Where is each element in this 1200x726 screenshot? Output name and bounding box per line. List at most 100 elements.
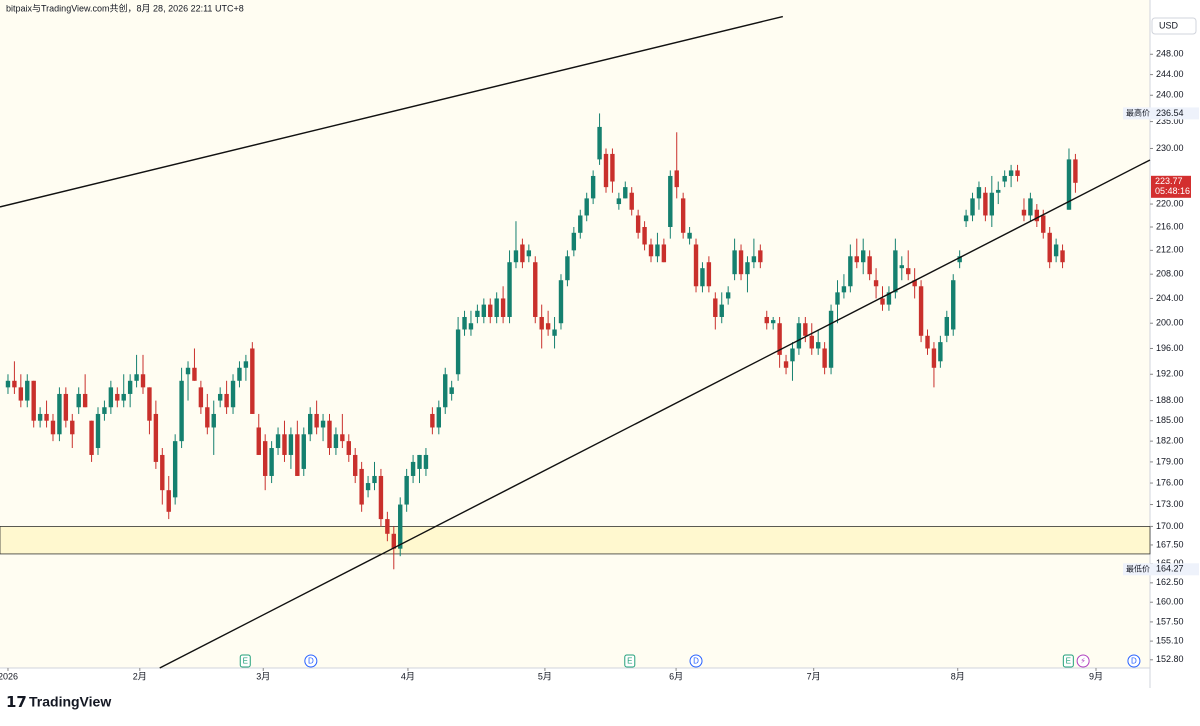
candle-body bbox=[623, 187, 628, 199]
candle-body bbox=[963, 215, 969, 222]
annotation-box bbox=[1123, 107, 1199, 120]
candle-body bbox=[475, 310, 480, 317]
event-icon bbox=[304, 654, 318, 668]
event-label: E bbox=[1066, 657, 1071, 666]
currency-box bbox=[1151, 17, 1197, 35]
candle-body bbox=[404, 475, 409, 505]
candle-body bbox=[211, 413, 216, 428]
candle-body bbox=[777, 323, 782, 355]
candle-body bbox=[449, 387, 454, 394]
candle-body bbox=[700, 268, 705, 287]
candle-body bbox=[545, 323, 551, 330]
candle-body bbox=[610, 153, 615, 182]
candle-body bbox=[378, 475, 384, 520]
candle-body bbox=[494, 298, 499, 317]
candle-body bbox=[745, 262, 750, 275]
candle-body bbox=[307, 413, 313, 435]
y-tick-label: 230.00 bbox=[1156, 143, 1184, 153]
candle-body bbox=[269, 448, 274, 476]
candle-body bbox=[983, 192, 988, 216]
candle-body bbox=[584, 198, 589, 216]
event-label: D bbox=[693, 657, 699, 666]
candle-body bbox=[1015, 170, 1020, 176]
candle-body bbox=[436, 407, 442, 428]
event-icon bbox=[239, 654, 251, 668]
candle-body bbox=[224, 393, 229, 408]
candle-body bbox=[481, 304, 487, 317]
y-tick-label: 152.80 bbox=[1156, 654, 1184, 664]
event-icon bbox=[1076, 654, 1090, 668]
candle-body bbox=[288, 434, 294, 455]
logo-mark: 𝟭𝟳 bbox=[6, 694, 27, 711]
candle-body bbox=[989, 192, 995, 216]
event-label: E bbox=[627, 657, 632, 666]
candle-body bbox=[976, 187, 982, 199]
candle-body bbox=[76, 393, 81, 408]
candle-body bbox=[725, 292, 731, 299]
candle-body bbox=[1041, 215, 1046, 233]
candle-body bbox=[770, 320, 776, 324]
candle-body bbox=[243, 361, 249, 368]
annotation-label: 最高价 bbox=[1126, 108, 1150, 118]
x-tick-label: 3月 bbox=[256, 671, 270, 681]
candle-body bbox=[314, 413, 319, 428]
candle-body bbox=[783, 361, 789, 368]
y-tick-label: 204.00 bbox=[1156, 293, 1184, 303]
y-tick-label: 212.00 bbox=[1156, 245, 1184, 255]
candle-body bbox=[1002, 175, 1007, 182]
candle-body bbox=[256, 427, 261, 455]
candle-body bbox=[893, 250, 898, 293]
candle-body bbox=[713, 298, 718, 317]
plot-layer bbox=[0, 15, 1151, 669]
candle-body bbox=[674, 170, 679, 188]
event-icon bbox=[624, 654, 636, 668]
candle-body bbox=[539, 316, 544, 330]
candle-body bbox=[140, 374, 146, 388]
candle-body bbox=[661, 244, 667, 263]
candle-body bbox=[70, 420, 75, 435]
candle-body bbox=[179, 380, 184, 442]
currency: USD bbox=[1159, 20, 1179, 30]
candle-body bbox=[513, 250, 519, 263]
y-tick-label: 192.00 bbox=[1156, 369, 1184, 379]
candle-body bbox=[951, 280, 956, 330]
candle-body bbox=[925, 335, 930, 349]
y-tick-label: 235.00 bbox=[1156, 116, 1184, 126]
event-icon bbox=[1062, 654, 1074, 668]
candle-body bbox=[655, 244, 660, 257]
candle-body bbox=[861, 250, 866, 263]
candle-body bbox=[841, 286, 847, 293]
candle-body bbox=[147, 387, 152, 421]
y-tick-label: 185.00 bbox=[1156, 415, 1184, 425]
candle-body bbox=[1073, 159, 1078, 183]
trend-line bbox=[0, 15, 783, 208]
candle-body bbox=[1060, 250, 1065, 263]
candle-body bbox=[468, 323, 474, 330]
candle-body bbox=[886, 292, 892, 305]
candle-body bbox=[346, 441, 351, 455]
y-tick-label: 173.00 bbox=[1156, 499, 1184, 509]
candle-body bbox=[25, 380, 30, 401]
candle-body bbox=[153, 413, 159, 462]
candle-body bbox=[423, 454, 429, 469]
candle-body bbox=[192, 367, 197, 381]
candle-body bbox=[558, 280, 564, 324]
candle-body bbox=[340, 434, 345, 442]
candle-body bbox=[50, 420, 56, 435]
candle-body bbox=[230, 380, 236, 408]
candle-body bbox=[552, 329, 557, 336]
candle-body bbox=[822, 348, 827, 368]
candle-body bbox=[57, 393, 62, 435]
candle-body bbox=[848, 256, 853, 287]
candle-body bbox=[333, 434, 339, 449]
candle-body bbox=[127, 380, 133, 394]
y-tick-label: 167.50 bbox=[1156, 539, 1184, 549]
candle-body bbox=[5, 380, 11, 388]
zone bbox=[0, 526, 1151, 555]
candle-body bbox=[520, 244, 525, 263]
candle-body bbox=[63, 393, 69, 421]
candle-body bbox=[738, 250, 744, 275]
y-tick-label: 220.00 bbox=[1156, 198, 1184, 208]
